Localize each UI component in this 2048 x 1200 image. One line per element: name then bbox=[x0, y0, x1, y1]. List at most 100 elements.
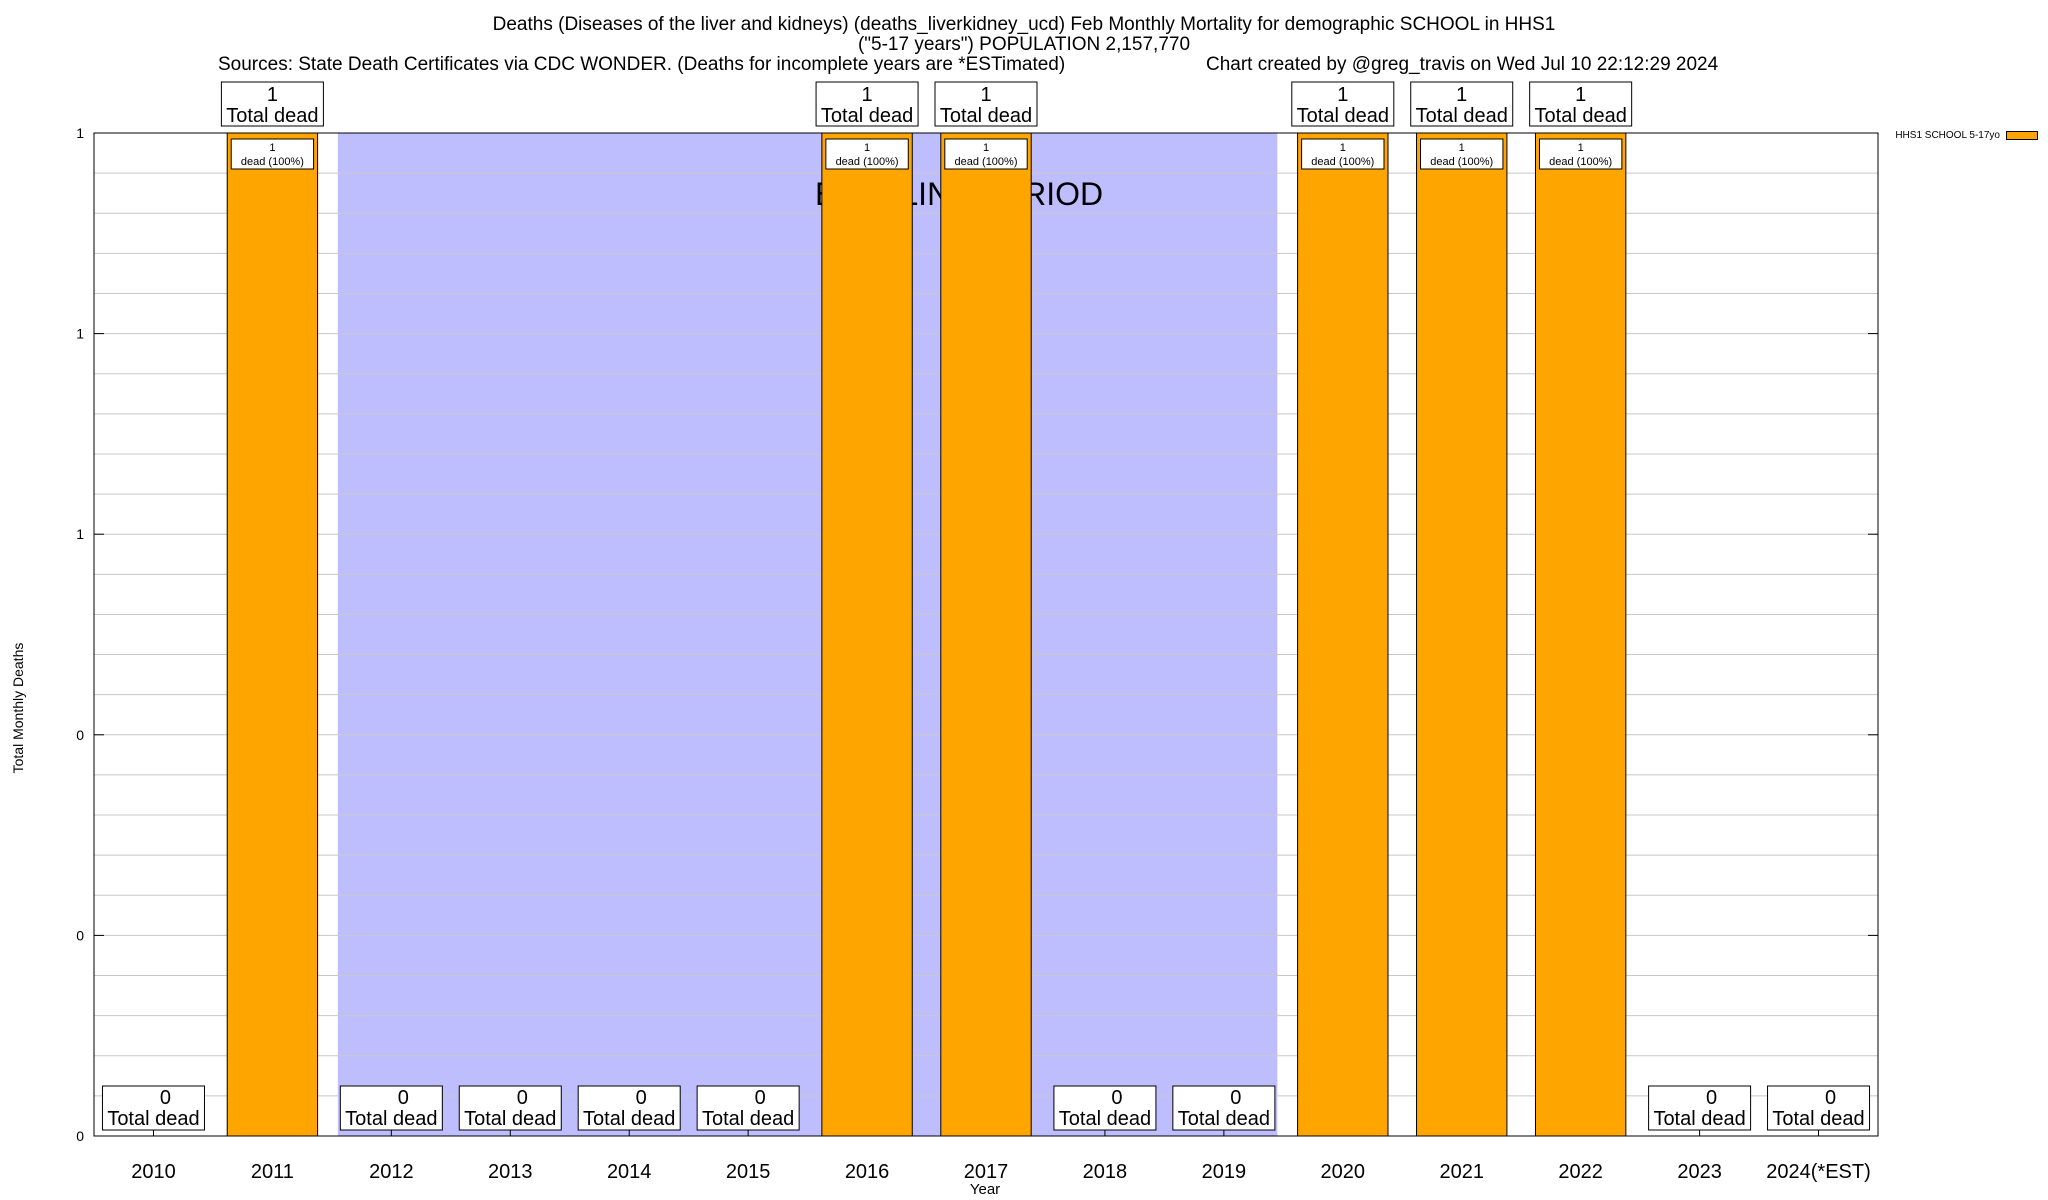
total-label-value: 0 bbox=[755, 1087, 766, 1109]
x-tick-label: 2014 bbox=[607, 1161, 652, 1183]
bar bbox=[821, 132, 913, 1137]
y-axis-label: Total Monthly Deaths bbox=[10, 642, 26, 774]
total-label-box bbox=[577, 1085, 681, 1131]
chart-title: Deaths (Diseases of the liver and kidney… bbox=[492, 14, 1556, 35]
total-label-box bbox=[815, 81, 919, 127]
segment-label: dead (100%) bbox=[1311, 156, 1374, 168]
x-tick-label: 2017 bbox=[964, 1161, 1009, 1183]
x-tick-label: 2021 bbox=[1439, 1161, 1484, 1183]
legend-label: HHS1 SCHOOL 5-17yo bbox=[1895, 130, 2000, 141]
y-tick-label: 1 bbox=[76, 326, 84, 342]
x-tick-label: 2023 bbox=[1677, 1161, 1722, 1183]
total-label-box bbox=[1529, 81, 1633, 127]
bar bbox=[1297, 132, 1389, 1137]
y-tick-label: 1 bbox=[76, 125, 84, 141]
total-label-box bbox=[1767, 1085, 1871, 1131]
x-tick-label: 2012 bbox=[369, 1161, 414, 1183]
segment-label: dead (100%) bbox=[241, 156, 304, 168]
total-label-box bbox=[101, 1085, 205, 1131]
segment-label-box bbox=[1301, 138, 1385, 170]
total-label: Total dead bbox=[107, 1108, 199, 1130]
x-tick-label: 2010 bbox=[131, 1161, 176, 1183]
total-label-value: 0 bbox=[1706, 1087, 1717, 1109]
total-label: Total dead bbox=[1297, 105, 1389, 127]
total-label: Total dead bbox=[583, 1108, 675, 1130]
legend: HHS1 SCHOOL 5-17yo bbox=[1895, 130, 2038, 141]
total-label: Total dead bbox=[1059, 1108, 1151, 1130]
segment-label-value: 1 bbox=[1578, 142, 1584, 154]
segment-label-value: 1 bbox=[864, 142, 870, 154]
total-label: Total dead bbox=[940, 105, 1032, 127]
total-label-value: 0 bbox=[1111, 1087, 1122, 1109]
segment-label: dead (100%) bbox=[955, 156, 1018, 168]
total-label-value: 1 bbox=[267, 84, 278, 106]
total-label: Total dead bbox=[1416, 105, 1508, 127]
total-label-box bbox=[934, 81, 1038, 127]
total-label-box bbox=[1053, 1085, 1157, 1131]
total-label-value: 0 bbox=[517, 1087, 528, 1109]
total-label-box bbox=[696, 1085, 800, 1131]
x-tick-label: 2015 bbox=[726, 1161, 771, 1183]
total-label: Total dead bbox=[464, 1108, 556, 1130]
total-label-value: 0 bbox=[636, 1087, 647, 1109]
total-label-value: 1 bbox=[1337, 84, 1348, 106]
x-tick-label: 2024(*EST) bbox=[1766, 1161, 1871, 1183]
credit-note: Chart created by @greg_travis on Wed Jul… bbox=[1206, 54, 1719, 75]
segment-label-box bbox=[1420, 138, 1504, 170]
total-label: Total dead bbox=[1772, 1108, 1864, 1130]
total-label-value: 0 bbox=[1825, 1087, 1836, 1109]
total-label-value: 0 bbox=[160, 1087, 171, 1109]
x-tick-label: 2022 bbox=[1558, 1161, 1603, 1183]
segment-label-value: 1 bbox=[269, 142, 275, 154]
total-label: Total dead bbox=[1535, 105, 1627, 127]
total-label-value: 1 bbox=[1456, 84, 1467, 106]
total-label-value: 1 bbox=[1575, 84, 1586, 106]
total-label: Total dead bbox=[702, 1108, 794, 1130]
segment-label-box bbox=[1538, 138, 1623, 170]
segment-label: dead (100%) bbox=[1549, 156, 1612, 168]
y-tick-label: 0 bbox=[76, 1128, 84, 1144]
segment-label-value: 1 bbox=[983, 142, 989, 154]
x-tick-label: 2013 bbox=[488, 1161, 533, 1183]
total-label-value: 0 bbox=[398, 1087, 409, 1109]
total-label-box bbox=[1172, 1085, 1276, 1131]
total-label-box bbox=[220, 81, 324, 127]
legend-swatch bbox=[2006, 131, 2038, 140]
x-tick-label: 2020 bbox=[1321, 1161, 1366, 1183]
bar bbox=[1534, 132, 1627, 1137]
total-label-value: 0 bbox=[1230, 1087, 1241, 1109]
bar bbox=[1416, 132, 1508, 1137]
x-axis-label: Year bbox=[969, 1181, 1001, 1198]
total-label: Total dead bbox=[821, 105, 913, 127]
total-label-value: 1 bbox=[980, 84, 991, 106]
bar bbox=[940, 132, 1032, 1137]
chart-subtitle: ("5-17 years") POPULATION 2,157,770 bbox=[857, 34, 1191, 55]
total-label: Total dead bbox=[226, 105, 318, 127]
y-tick-label: 1 bbox=[76, 526, 84, 542]
y-tick-label: 0 bbox=[76, 927, 84, 943]
total-label-box bbox=[1291, 81, 1395, 127]
segment-label-value: 1 bbox=[1459, 142, 1465, 154]
x-tick-label: 2016 bbox=[845, 1161, 890, 1183]
x-tick-label: 2011 bbox=[251, 1161, 294, 1183]
x-tick-label: 2019 bbox=[1202, 1161, 1247, 1183]
segment-label-box bbox=[825, 138, 909, 170]
segment-label-box bbox=[944, 138, 1028, 170]
plot-frame bbox=[93, 132, 1879, 1137]
segment-label-box bbox=[230, 138, 315, 170]
sources-note: Sources: State Death Certificates via CD… bbox=[218, 54, 1066, 75]
total-label-box bbox=[1648, 1085, 1752, 1131]
y-tick-label: 0 bbox=[76, 727, 84, 743]
total-label: Total dead bbox=[1653, 1108, 1745, 1130]
total-label-box bbox=[458, 1085, 562, 1131]
total-label: Total dead bbox=[1178, 1108, 1270, 1130]
segment-label-value: 1 bbox=[1340, 142, 1346, 154]
total-label-value: 1 bbox=[862, 84, 873, 106]
total-label-box bbox=[1410, 81, 1514, 127]
x-tick-label: 2018 bbox=[1083, 1161, 1128, 1183]
bar bbox=[226, 132, 319, 1137]
total-label: Total dead bbox=[345, 1108, 437, 1130]
segment-label: dead (100%) bbox=[1430, 156, 1493, 168]
segment-label: dead (100%) bbox=[836, 156, 899, 168]
